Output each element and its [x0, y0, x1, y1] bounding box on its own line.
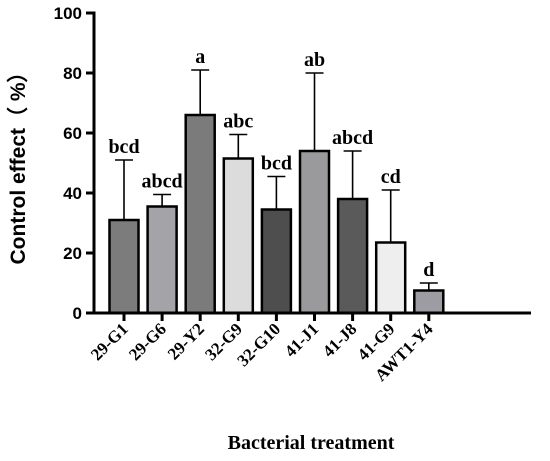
bar	[108, 218, 140, 315]
y-tick-label: 100	[54, 4, 82, 23]
axes	[92, 11, 531, 315]
y-tick-label: 80	[63, 64, 82, 83]
bar	[336, 197, 369, 315]
x-axis-title: Bacterial treatment	[228, 432, 395, 454]
x-tick-label: 41-J1	[281, 319, 322, 360]
x-tick-label: 29-Y2	[164, 319, 208, 363]
y-ticks: 0 20 40 60 80 100	[54, 4, 94, 323]
bar	[298, 149, 331, 315]
significance-label: a	[195, 46, 205, 68]
significance-label: bcd	[108, 136, 139, 158]
significance-label: cd	[381, 166, 401, 188]
bar	[413, 289, 445, 315]
y-tick-label: 60	[63, 124, 82, 143]
y-tick-label: 40	[63, 184, 82, 203]
bar	[146, 205, 178, 315]
significance-label: abcd	[332, 127, 373, 149]
x-tick-label: 41-J8	[319, 319, 360, 360]
significance-label: d	[423, 259, 434, 281]
bar	[374, 241, 407, 315]
x-tick-label: 29-G1	[87, 319, 132, 364]
error-bars-layer	[115, 69, 438, 291]
significance-label: abc	[223, 111, 253, 133]
x-tick-label: 32-G10	[233, 319, 284, 370]
bar	[184, 113, 216, 315]
bar	[260, 208, 293, 315]
y-axis-title: Control effect（ %）	[6, 61, 30, 264]
bars-layer	[108, 113, 445, 315]
x-ticks: 29-G129-G629-Y232-G932-G1041-J141-J841-G…	[87, 313, 437, 385]
significance-label: abcd	[142, 171, 183, 193]
y-tick-label: 0	[73, 304, 82, 323]
significance-label: bcd	[261, 153, 292, 175]
x-tick-label: 29-G6	[125, 319, 170, 364]
y-tick-label: 20	[63, 244, 82, 263]
bar	[222, 157, 255, 315]
significance-label: ab	[304, 49, 325, 71]
